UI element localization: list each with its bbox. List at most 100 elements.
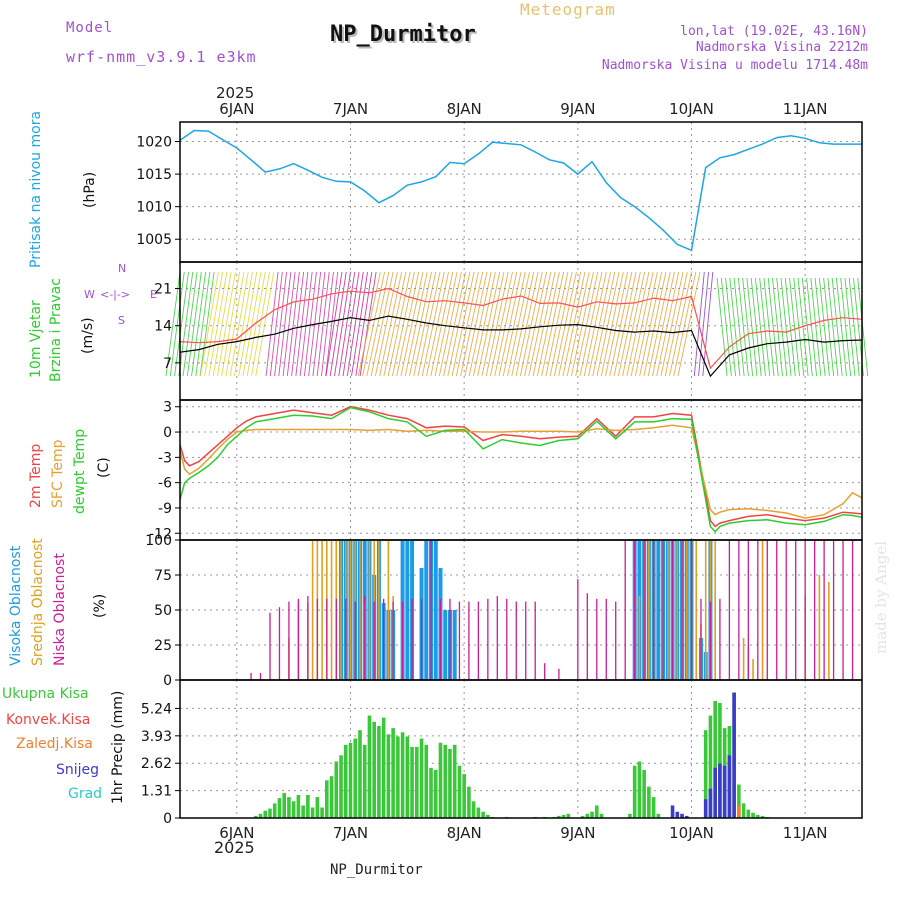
- wind-barb: [780, 277, 792, 377]
- precip-frz-bar: [737, 805, 741, 818]
- wind-barb: [204, 271, 224, 377]
- wind-barb: [413, 271, 437, 377]
- wind-barb: [174, 271, 189, 377]
- wind-barb: [303, 271, 317, 377]
- cloud-low-bar: [373, 601, 375, 680]
- wind-barb: [295, 271, 309, 377]
- wind-barb: [553, 271, 577, 377]
- year-bottom-label: 2025: [214, 838, 255, 857]
- wind-barb: [208, 271, 228, 377]
- precip-total-bar: [419, 738, 424, 818]
- precip-total-bar: [396, 736, 400, 818]
- wind-barb: [562, 271, 586, 377]
- wind-barb: [831, 277, 843, 377]
- cloud-mid-bar: [330, 540, 333, 680]
- wind-barb: [238, 271, 258, 377]
- wind-barb: [342, 271, 360, 377]
- precip-total-bar: [462, 774, 466, 818]
- wind-barb: [251, 271, 270, 377]
- precip-snow-bar: [675, 811, 680, 818]
- cloud-high-bar: [424, 540, 429, 680]
- cloud-low-bar: [411, 598, 413, 680]
- wind-barb: [374, 271, 398, 377]
- cloud-low-bar: [690, 540, 693, 680]
- temp-sfc-line: [179, 424, 863, 519]
- wind-barb: [519, 271, 543, 377]
- precip-total-bar: [737, 784, 741, 818]
- cloud-low-bar: [439, 598, 442, 680]
- cloud-high-bar: [433, 540, 438, 680]
- precip-total-bar: [443, 744, 448, 818]
- cloud-low-bar: [496, 596, 498, 680]
- wind-barb: [810, 277, 822, 377]
- wind-barb: [321, 271, 334, 377]
- cloud-low-bar: [615, 601, 617, 680]
- precip-total-bar: [585, 813, 590, 818]
- wind-barb: [823, 277, 835, 377]
- wind-barb: [265, 271, 279, 377]
- precip-total-bar: [410, 746, 414, 818]
- wind-barb: [351, 271, 368, 377]
- wind-barb: [571, 271, 594, 377]
- cloud-low-bar: [259, 673, 262, 680]
- wind-barb: [814, 277, 826, 377]
- y-tick-label: 3: [163, 400, 172, 416]
- precip-total-bar: [637, 761, 642, 818]
- cloud-low-bar: [515, 601, 517, 680]
- cloud-low-bar: [813, 540, 816, 680]
- precip-total-bar: [291, 801, 296, 818]
- precip-total-bar: [325, 780, 329, 818]
- wind-barb: [737, 277, 749, 377]
- precip-total-bar: [424, 744, 429, 818]
- cloud-low-bar: [558, 668, 560, 680]
- day-label-top: 6JAN: [219, 100, 254, 118]
- legend-frz-rain: Zaledj.Kisa: [16, 736, 93, 752]
- cloud-low-bar: [487, 598, 489, 680]
- cloud-high-bar: [443, 610, 448, 680]
- wind-barb: [622, 271, 646, 377]
- precip-total-bar: [391, 728, 395, 818]
- cloud-mid-bar: [818, 575, 821, 680]
- cloud-low-bar: [785, 540, 787, 680]
- wind-barb: [549, 271, 573, 377]
- wind-barb: [434, 271, 458, 377]
- cloud-high-bar: [405, 540, 410, 680]
- cloud-low-bar: [605, 598, 607, 680]
- wind-barb: [286, 271, 300, 377]
- cloud-low-bar: [652, 540, 655, 680]
- cloud-low-bar: [728, 540, 731, 680]
- cloud-low-bar: [671, 540, 674, 680]
- wind-barb: [617, 271, 641, 377]
- wind-barb: [481, 271, 505, 377]
- cloud-low-bar: [458, 601, 461, 680]
- wind-barb: [468, 271, 492, 377]
- compass-arrows: <-|->: [100, 288, 131, 301]
- legend-total-rain: Ukupna Kisa: [2, 686, 89, 702]
- wind-barb: [443, 271, 467, 377]
- precip-total-bar: [599, 813, 604, 818]
- precip-snow-bar: [684, 815, 689, 818]
- wind-barb: [186, 271, 202, 377]
- precip-total-bar: [751, 812, 755, 818]
- model-altitude-label: Nadmorska Visina u modelu 1714.48m: [601, 58, 868, 73]
- precip-total-bar: [377, 726, 381, 818]
- precip-snow-bar: [718, 763, 722, 818]
- precip-snow-bar: [670, 805, 675, 818]
- cloud-low-bar: [420, 598, 423, 680]
- precip-total-bar: [268, 808, 272, 818]
- precip-total-bar: [561, 814, 566, 818]
- wind-barb: [370, 271, 394, 377]
- wind-barb: [477, 271, 501, 377]
- wind-barb: [643, 271, 667, 377]
- wind-barb: [329, 271, 347, 377]
- wind-barb: [532, 271, 556, 377]
- precip-total-bar: [486, 814, 490, 818]
- wind-barb: [379, 271, 403, 377]
- wind-barb: [528, 271, 552, 377]
- cloud-mid-bar: [714, 540, 716, 680]
- precip-total-bar: [580, 815, 585, 818]
- cloud-low-bar: [269, 612, 271, 680]
- day-label-bottom: 10JAN: [669, 824, 714, 842]
- cloud-low-bar: [823, 540, 825, 680]
